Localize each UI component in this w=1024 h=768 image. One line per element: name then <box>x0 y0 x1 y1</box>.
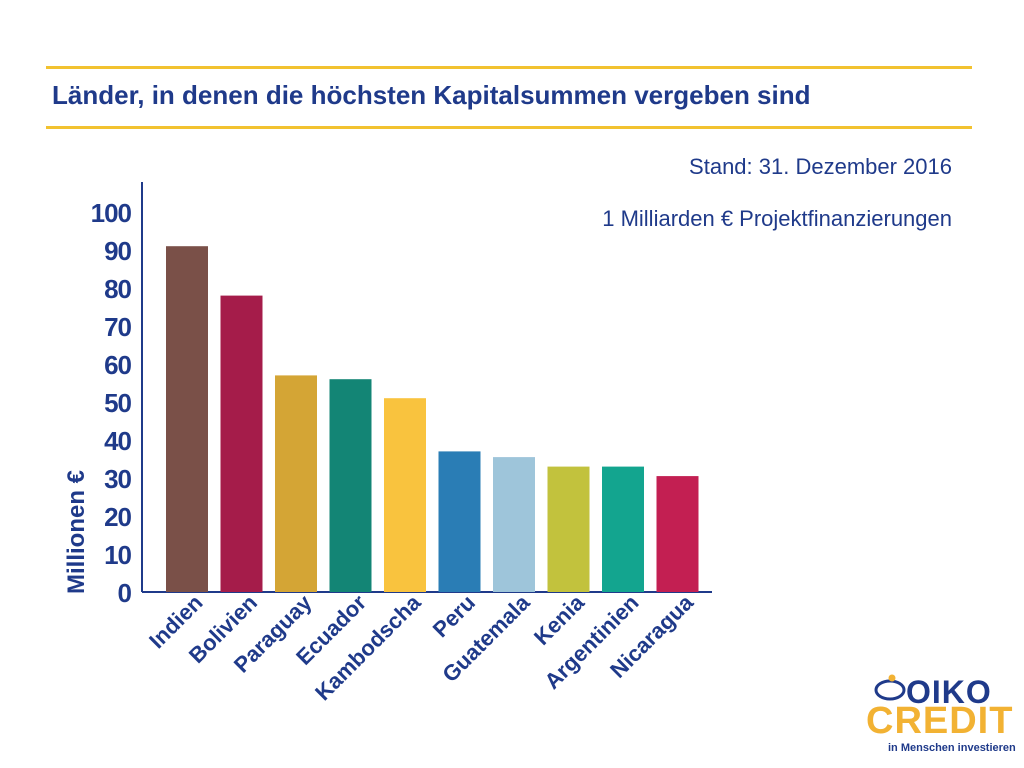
logo-tagline: in Menschen investieren <box>888 742 1016 754</box>
bar-paraguay <box>275 375 317 592</box>
y-tick-label: 40 <box>104 426 131 456</box>
bar-nicaragua <box>656 476 699 592</box>
bar-kambodscha <box>384 398 426 592</box>
oikocredit-logo: OIKO CREDIT in Menschen investieren <box>866 670 1016 758</box>
bar-bolivien <box>220 295 263 592</box>
y-tick-label: 0 <box>118 578 132 608</box>
bar-kenia <box>547 466 590 592</box>
bar-ecuador <box>329 379 372 592</box>
title-rule-top <box>46 66 972 69</box>
y-tick-label: 70 <box>104 312 131 342</box>
logo-text-credit: CREDIT <box>866 700 1014 742</box>
y-tick-label: 90 <box>104 236 131 266</box>
date-note: Stand: 31. Dezember 2016 <box>689 154 952 179</box>
total-note: 1 Milliarden € Projektfinanzierungen <box>602 206 952 231</box>
logo-text-oiko: OIKO <box>906 674 992 710</box>
title-rule-bottom <box>46 126 972 129</box>
y-tick-label: 80 <box>104 274 131 304</box>
y-tick-label: 10 <box>104 540 131 570</box>
y-tick-label: 100 <box>91 198 132 228</box>
bar-indien <box>166 246 208 592</box>
globe-figure-icon <box>874 674 906 701</box>
y-tick-label: 20 <box>104 502 131 532</box>
y-axis-title: Millionen € <box>63 470 90 594</box>
bar-argentinien <box>602 466 644 592</box>
y-tick-label: 30 <box>104 464 131 494</box>
page-title: Länder, in denen die höchsten Kapitalsum… <box>52 80 811 110</box>
y-tick-label: 50 <box>104 388 131 418</box>
y-tick-label: 60 <box>104 350 131 380</box>
bar-guatemala <box>493 457 535 592</box>
bar-peru <box>438 451 481 592</box>
